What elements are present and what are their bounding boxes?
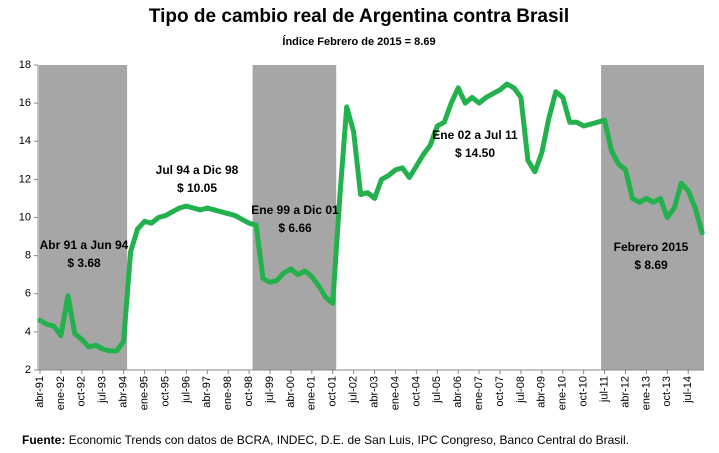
- annotation-value: $ 6.66: [278, 221, 312, 235]
- x-tick-label: ene-01: [306, 376, 318, 410]
- annotation-label: Ene 02 a Jul 11: [432, 128, 518, 142]
- source: Fuente: Economic Trends con datos de BCR…: [22, 433, 629, 447]
- x-tick-label: jul-14: [682, 376, 694, 404]
- x-tick-label: jul-08: [515, 376, 527, 404]
- x-tick-label: jul-99: [264, 376, 276, 404]
- x-tick-label: jul-96: [180, 376, 192, 404]
- x-tick-label: ene-10: [557, 376, 569, 410]
- x-tick-label: oct-92: [76, 376, 88, 407]
- x-tick-label: abr-03: [368, 376, 380, 408]
- shaded-period: [601, 65, 704, 370]
- x-tick-label: abr-12: [619, 376, 631, 408]
- x-tick-label: ene-04: [389, 376, 401, 410]
- annotation-label: Ene 99 a Dic 01: [251, 203, 339, 217]
- chart-title: Tipo de cambio real de Argentina contra …: [149, 6, 569, 27]
- source-text: Economic Trends con datos de BCRA, INDEC…: [69, 433, 629, 447]
- x-tick-label: abr-94: [118, 376, 130, 408]
- chart-subtitle: Índice Febrero de 2015 = 8.69: [282, 35, 435, 48]
- x-tick-label: ene-98: [222, 376, 234, 410]
- x-tick-label: oct-95: [159, 376, 171, 407]
- y-tick-label: 18: [19, 59, 31, 71]
- x-tick-label: abr-91: [34, 376, 46, 408]
- annotation-label: Abr 91 a Jun 94: [40, 238, 129, 252]
- x-tick-label: oct-04: [410, 376, 422, 407]
- x-tick-label: jul-05: [431, 376, 443, 404]
- annotation-value: $ 3.68: [67, 256, 101, 270]
- x-tick-label: ene-13: [640, 376, 652, 410]
- x-tick-label: ene-07: [473, 376, 485, 410]
- annotation-label: Jul 94 a Dic 98: [156, 163, 239, 177]
- x-tick-label: jul-93: [97, 376, 109, 404]
- data-line: [37, 81, 705, 354]
- x-tick-label: oct-98: [243, 376, 255, 407]
- annotation-value: $ 10.05: [177, 181, 217, 195]
- source-label: Fuente:: [22, 433, 65, 447]
- y-tick-label: 6: [25, 288, 31, 300]
- x-tick-label: abr-00: [285, 376, 297, 408]
- shaded-period: [39, 65, 128, 370]
- x-tick-label: oct-07: [494, 376, 506, 407]
- y-tick-label: 10: [19, 211, 31, 223]
- shaded-period: [252, 65, 337, 370]
- y-tick-label: 12: [19, 173, 31, 185]
- y-tick-label: 4: [25, 326, 31, 338]
- annotation-label: Febrero 2015: [614, 240, 689, 254]
- x-tick-label: oct-13: [661, 376, 673, 407]
- x-tick-label: ene-95: [138, 376, 150, 410]
- x-tick-label: oct-01: [327, 376, 339, 407]
- annotation-value: $ 14.50: [455, 146, 495, 160]
- y-tick-label: 2: [25, 364, 31, 376]
- x-tick-label: abr-97: [201, 376, 213, 408]
- x-tick-label: abr-06: [452, 376, 464, 408]
- x-tick-label: oct-10: [578, 376, 590, 407]
- y-tick-label: 8: [25, 250, 31, 262]
- y-tick-label: 16: [19, 97, 31, 109]
- x-tick-label: abr-09: [536, 376, 548, 408]
- x-tick-label: ene-92: [55, 376, 67, 410]
- annotation-value: $ 8.69: [634, 258, 668, 272]
- x-tick-label: jul-11: [598, 376, 610, 403]
- x-tick-label: jul-02: [348, 376, 360, 404]
- y-tick-label: 14: [19, 135, 31, 147]
